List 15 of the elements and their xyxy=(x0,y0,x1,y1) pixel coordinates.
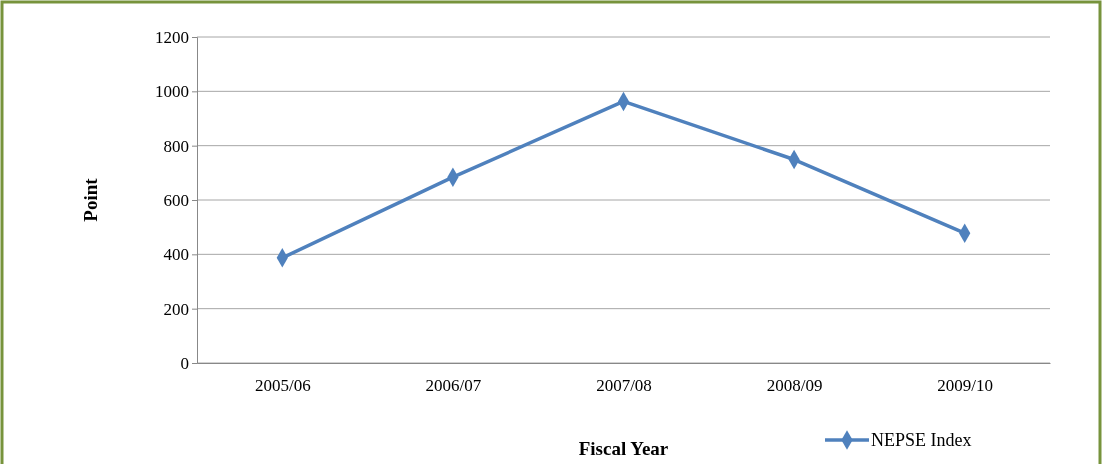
y-tick-label: 1200 xyxy=(155,27,189,47)
y-tick-label: 200 xyxy=(163,299,189,319)
x-axis-title: Fiscal Year xyxy=(578,438,669,459)
y-tick-label: 1000 xyxy=(155,82,189,102)
x-tick-label: 2007/08 xyxy=(596,376,652,396)
y-tick-label: 400 xyxy=(163,245,189,265)
legend-label: NEPSE Index xyxy=(871,430,972,450)
y-tick-label: 600 xyxy=(163,190,189,210)
y-tick-label: 0 xyxy=(180,353,189,373)
x-tick-label: 2008/09 xyxy=(766,376,823,396)
x-tick-label: 2005/06 xyxy=(254,376,311,396)
x-tick-label: 2009/10 xyxy=(937,376,994,396)
y-axis-title: Point xyxy=(80,177,101,222)
x-tick-label: 2006/07 xyxy=(425,376,482,396)
y-tick-label: 800 xyxy=(163,136,189,156)
